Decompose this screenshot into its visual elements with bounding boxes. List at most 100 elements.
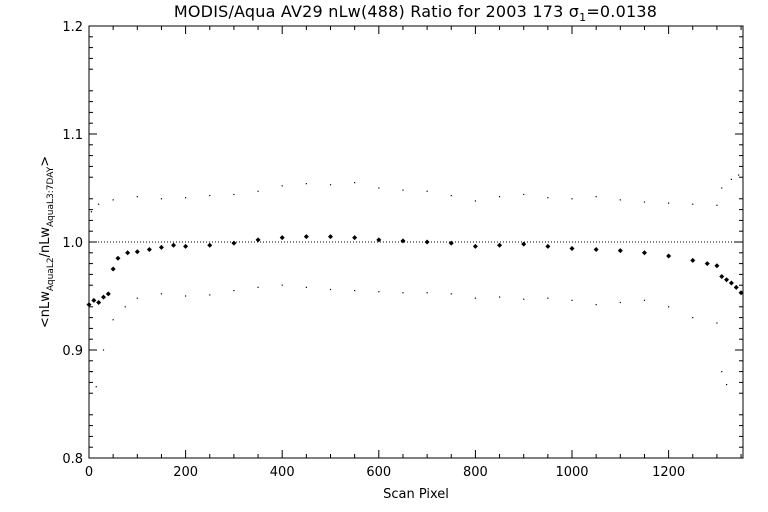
data-point	[547, 297, 549, 299]
data-point	[158, 244, 164, 250]
data-point	[704, 261, 710, 267]
data-point	[124, 306, 126, 308]
data-point	[733, 284, 739, 290]
data-point	[112, 199, 114, 201]
data-point	[716, 204, 718, 206]
title-sigma: σ	[568, 2, 580, 21]
data-point	[160, 293, 163, 295]
data-point	[725, 383, 728, 386]
data-point	[95, 386, 97, 388]
data-point	[209, 294, 211, 296]
data-point	[279, 235, 285, 241]
title-prefix: MODIS/Aqua AV29 nLw(488) Ratio for 2003 …	[173, 2, 569, 21]
data-point	[231, 240, 237, 246]
data-point	[474, 200, 477, 202]
data-point	[354, 182, 356, 184]
data-point	[643, 299, 646, 301]
x-axis-label: Scan Pixel	[383, 487, 449, 502]
data-point	[329, 184, 332, 186]
y-tick-label: 1.2	[62, 20, 83, 35]
data-point	[692, 317, 694, 319]
data-point	[281, 284, 283, 286]
data-point	[571, 198, 573, 200]
data-point	[257, 286, 259, 288]
data-point	[98, 203, 100, 205]
data-point	[233, 193, 235, 196]
data-point	[136, 297, 138, 299]
y-axis-label: <nLwAquaL2/nLwAquaL3:7DAY>	[38, 156, 56, 328]
data-point	[378, 291, 380, 293]
data-point	[424, 239, 430, 245]
y-label-close: >	[38, 156, 53, 167]
data-marks	[86, 174, 744, 388]
data-point	[402, 292, 404, 294]
x-tick-label: 200	[173, 465, 198, 480]
x-tick-label: 800	[463, 465, 488, 480]
data-point	[378, 187, 380, 189]
data-point	[498, 296, 501, 298]
data-point	[255, 237, 261, 243]
data-point	[110, 266, 116, 272]
data-point	[105, 291, 111, 297]
data-point	[738, 290, 744, 296]
data-point	[185, 197, 187, 199]
y-label-open: <	[38, 317, 53, 328]
y-tick-label: 0.8	[62, 452, 83, 467]
data-point	[281, 185, 283, 187]
data-point	[521, 241, 527, 247]
y-label-den: nLw	[38, 227, 53, 253]
data-point	[448, 240, 454, 246]
data-point	[738, 174, 740, 176]
y-tick-label: 1.1	[62, 128, 83, 143]
data-point	[545, 243, 551, 249]
data-point	[619, 301, 621, 304]
data-point	[595, 196, 597, 198]
data-point	[472, 243, 478, 249]
data-point	[474, 297, 477, 299]
data-point	[497, 242, 503, 248]
data-point	[571, 299, 573, 301]
data-point	[724, 277, 730, 283]
x-tick-label: 1000	[555, 465, 588, 480]
data-point	[617, 248, 623, 254]
series-1	[90, 174, 740, 213]
data-point	[354, 290, 356, 292]
data-point	[305, 183, 307, 185]
data-point	[450, 194, 452, 197]
data-point	[716, 322, 718, 324]
data-point	[96, 299, 102, 305]
data-point	[730, 178, 733, 180]
y-label-num-sub: AquaL2	[46, 257, 56, 291]
data-point	[728, 280, 734, 286]
data-point	[305, 286, 307, 288]
data-point	[641, 250, 647, 256]
data-point	[125, 250, 131, 256]
x-tick-label: 600	[366, 465, 391, 480]
y-tick-label: 0.9	[62, 344, 83, 359]
data-point	[352, 235, 358, 241]
data-point	[183, 243, 189, 249]
data-point	[721, 371, 723, 373]
data-point	[498, 196, 501, 198]
y-label-den-sub: AquaL3:7DAY	[46, 166, 56, 227]
data-point	[400, 238, 406, 244]
data-point	[257, 190, 259, 192]
data-point	[450, 293, 452, 295]
y-label-num: nLw	[38, 291, 53, 317]
data-point	[547, 197, 549, 199]
data-point	[328, 234, 334, 240]
data-point	[692, 203, 694, 205]
data-point	[134, 249, 140, 255]
data-point	[102, 349, 105, 351]
data-point	[171, 242, 177, 248]
data-point	[303, 234, 309, 240]
data-point	[136, 196, 138, 198]
data-point	[668, 306, 670, 308]
data-point	[160, 198, 163, 200]
data-point	[329, 288, 332, 291]
data-point	[209, 194, 211, 197]
axis-ticks: 0 200 400 600 800 1000 1200 0.8 0.9 1.0 1.1 1.2	[62, 20, 743, 480]
data-point	[523, 193, 525, 196]
data-point	[146, 247, 152, 253]
